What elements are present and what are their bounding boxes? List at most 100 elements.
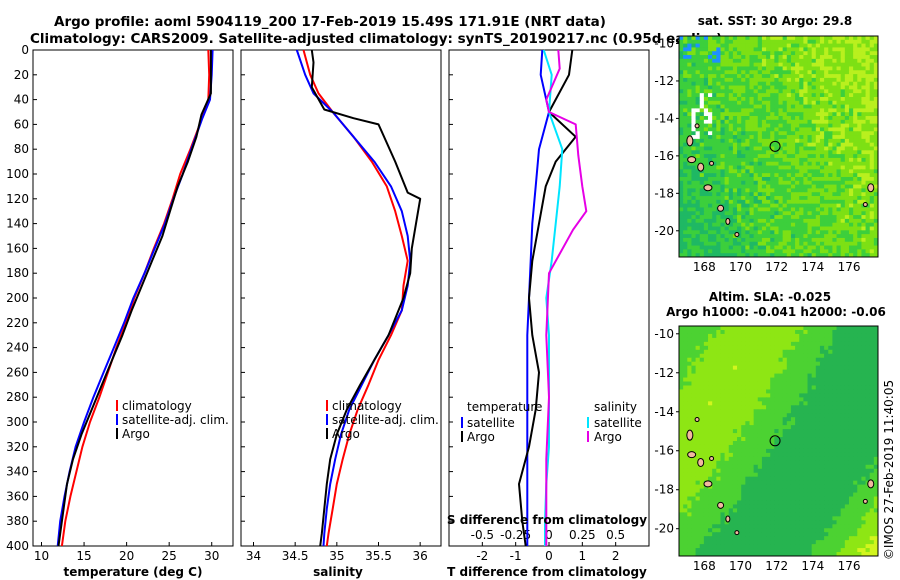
map-pixel bbox=[737, 441, 742, 446]
map-pixel bbox=[761, 413, 767, 418]
map-pixel bbox=[848, 154, 854, 159]
map-pixel bbox=[679, 417, 684, 422]
map-pixel bbox=[782, 413, 788, 418]
map-pixel bbox=[720, 472, 726, 478]
map-pixel bbox=[712, 93, 717, 98]
map-pixel bbox=[770, 357, 775, 363]
map-pixel bbox=[865, 123, 871, 128]
map-pixel bbox=[720, 161, 726, 167]
map-pixel bbox=[782, 397, 788, 402]
map-pixel bbox=[795, 326, 800, 331]
map-pixel bbox=[749, 116, 755, 121]
map-pixel bbox=[790, 154, 796, 159]
map-pixel bbox=[741, 476, 746, 482]
map-pixel bbox=[761, 409, 767, 414]
map-pixel bbox=[708, 47, 713, 52]
map-pixel bbox=[712, 203, 717, 208]
map-pixel bbox=[836, 74, 842, 79]
map-pixel bbox=[799, 476, 804, 482]
map-pixel bbox=[761, 441, 767, 446]
map-pixel bbox=[745, 441, 750, 446]
map-pixel bbox=[857, 131, 862, 136]
map-pixel bbox=[844, 39, 850, 45]
y-tick-label: 300 bbox=[6, 415, 29, 429]
map-pixel bbox=[699, 55, 705, 60]
map-pixel bbox=[824, 222, 829, 228]
map-pixel bbox=[724, 222, 730, 228]
map-pixel bbox=[853, 468, 858, 474]
map-pixel bbox=[741, 119, 746, 125]
map-pixel bbox=[795, 361, 800, 367]
map-pixel bbox=[786, 484, 792, 490]
map-pixel bbox=[790, 437, 796, 442]
map-pixel bbox=[815, 389, 821, 394]
map-pixel bbox=[732, 93, 738, 98]
map-pixel bbox=[716, 74, 721, 79]
map-pixel bbox=[861, 131, 867, 136]
map-pixel bbox=[790, 176, 796, 182]
map-pixel bbox=[786, 409, 792, 414]
map-pixel bbox=[770, 108, 775, 113]
map-pixel bbox=[761, 215, 767, 220]
map-pixel bbox=[761, 349, 767, 355]
map-pixel bbox=[828, 142, 833, 147]
map-pixel bbox=[737, 62, 742, 67]
map-pixel bbox=[853, 413, 858, 418]
map-pixel bbox=[737, 77, 742, 83]
map-pixel bbox=[732, 51, 738, 56]
map-pixel bbox=[778, 397, 784, 402]
map-pixel bbox=[873, 369, 879, 375]
island-shape bbox=[862, 202, 868, 208]
map-pixel bbox=[811, 70, 817, 75]
map-pixel bbox=[703, 203, 709, 208]
map-pixel bbox=[848, 353, 854, 359]
map-pixel bbox=[712, 70, 717, 75]
map-pixel bbox=[782, 472, 788, 478]
map-pixel bbox=[848, 444, 854, 450]
map-pixel bbox=[807, 326, 813, 331]
map-pixel bbox=[844, 77, 850, 83]
map-pixel bbox=[869, 472, 875, 478]
map-pixel bbox=[716, 116, 721, 121]
map-pixel bbox=[865, 341, 871, 347]
map-pixel bbox=[683, 36, 688, 41]
map-pixel bbox=[695, 333, 701, 339]
map-pixel bbox=[857, 207, 862, 212]
map-pixel bbox=[720, 429, 726, 434]
map-pixel bbox=[824, 353, 829, 359]
map-pixel bbox=[753, 207, 759, 212]
map-pixel bbox=[679, 211, 684, 216]
map-pixel bbox=[824, 441, 829, 446]
map-pixel bbox=[728, 150, 734, 155]
map-pixel bbox=[799, 77, 804, 83]
map-pixel bbox=[761, 89, 767, 94]
map-pixel bbox=[683, 488, 688, 494]
map-pixel bbox=[695, 138, 701, 144]
map-pixel bbox=[766, 146, 771, 151]
map-pixel bbox=[811, 36, 817, 41]
map-pixel bbox=[745, 66, 750, 71]
map-pixel bbox=[741, 176, 746, 182]
map-pixel bbox=[844, 417, 850, 422]
map-pixel bbox=[720, 96, 726, 102]
map-pixel bbox=[703, 77, 709, 83]
map-pixel bbox=[679, 47, 684, 52]
map-pixel bbox=[861, 176, 867, 182]
map-pixel bbox=[708, 104, 713, 109]
map-pixel bbox=[695, 369, 701, 375]
map-pixel bbox=[815, 85, 821, 90]
map-pixel bbox=[683, 357, 688, 363]
map-pixel bbox=[832, 365, 838, 371]
map-pixel bbox=[840, 180, 846, 186]
map-pixel bbox=[708, 464, 713, 470]
map-pixel bbox=[790, 169, 796, 174]
map-pixel bbox=[799, 405, 804, 410]
map-pixel bbox=[848, 51, 854, 56]
map-pixel bbox=[803, 184, 809, 189]
map-pixel bbox=[857, 484, 862, 490]
map-pixel bbox=[795, 413, 800, 418]
map-pixel bbox=[716, 62, 721, 67]
map-pixel bbox=[732, 176, 738, 182]
map-pixel bbox=[757, 138, 763, 144]
map-pixel bbox=[836, 157, 842, 163]
